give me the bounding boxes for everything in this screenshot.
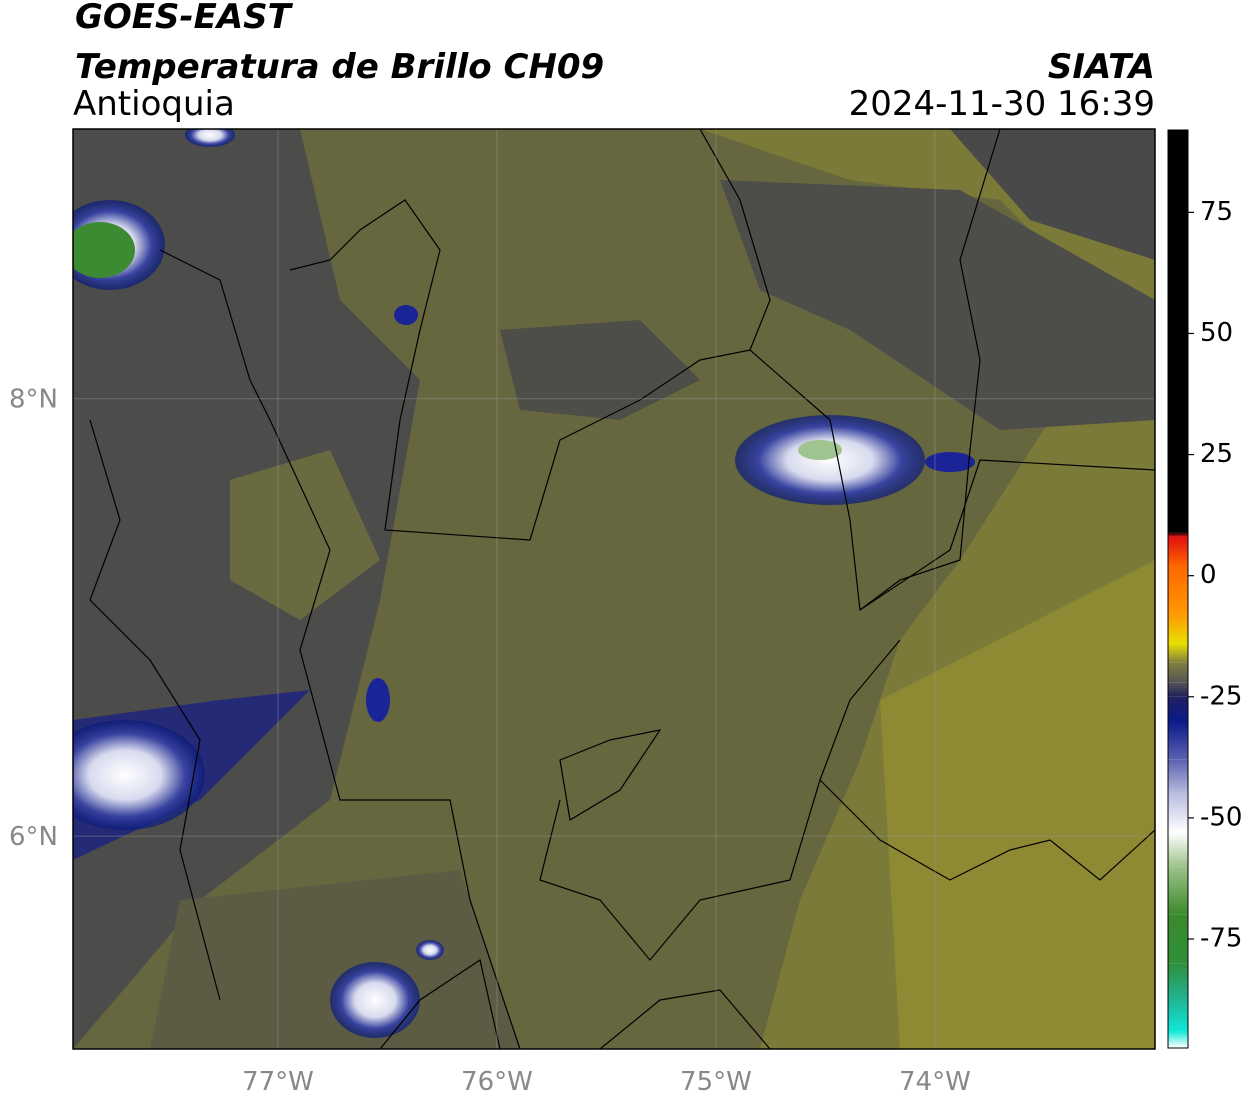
- source: SIATA: [1048, 47, 1155, 87]
- colorbar-tick-label: -25: [1200, 681, 1242, 711]
- colorbar-segment: [1168, 1001, 1188, 1032]
- map-imagery: [73, 129, 1155, 1049]
- colorbar-tick-label: 50: [1200, 318, 1233, 348]
- colorbar-segment: [1168, 614, 1188, 644]
- x-tick-label: 75°W: [680, 1067, 752, 1097]
- subtitle: Temperatura de Brillo CH09: [75, 47, 604, 87]
- colorbar-segment: [1168, 721, 1188, 760]
- y-tick-label: 8°N: [9, 385, 58, 415]
- datetime: 2024-11-30 16:39: [849, 84, 1155, 124]
- colorbar-segment: [1168, 532, 1188, 537]
- graticule: [73, 129, 1155, 1049]
- colorbar-tick-label: 75: [1200, 197, 1233, 227]
- x-tick-label: 76°W: [461, 1067, 533, 1097]
- colorbar-segment: [1168, 643, 1188, 663]
- colorbar-segment: [1168, 662, 1188, 683]
- colorbar-segment: [1168, 130, 1188, 533]
- colorbar-tick-label: -50: [1200, 802, 1242, 832]
- colorbar-tick-label: 25: [1200, 439, 1233, 469]
- colorbar-segment: [1168, 793, 1188, 833]
- colorbar-segment: [1168, 696, 1188, 722]
- colorbar-tick-label: -75: [1200, 924, 1242, 954]
- colorbar-segment: [1168, 759, 1188, 794]
- x-tick-label: 74°W: [899, 1067, 971, 1097]
- colorbar-segment: [1168, 565, 1188, 615]
- colorbar: -75 -50 -25 0 25 50 75: [1167, 129, 1242, 1049]
- colorbar-segment: [1168, 832, 1188, 867]
- map-frame: [72, 128, 1156, 1050]
- colorbar-frame: [1167, 129, 1189, 1049]
- y-tick-label: 6°N: [9, 822, 58, 852]
- colorbar-segment: [1168, 866, 1188, 915]
- title: GOES-EAST: [75, 0, 294, 37]
- colorbar-segment: [1168, 682, 1188, 697]
- region: Antioquia: [73, 84, 235, 124]
- colorbar-segment: [1168, 963, 1188, 1002]
- colorbar-tick-label: 0: [1200, 560, 1217, 590]
- colorbar-segment: [1168, 536, 1188, 566]
- x-tick-label: 77°W: [242, 1067, 314, 1097]
- colorbar-segment: [1168, 914, 1188, 964]
- colorbar-segment: [1168, 1031, 1188, 1048]
